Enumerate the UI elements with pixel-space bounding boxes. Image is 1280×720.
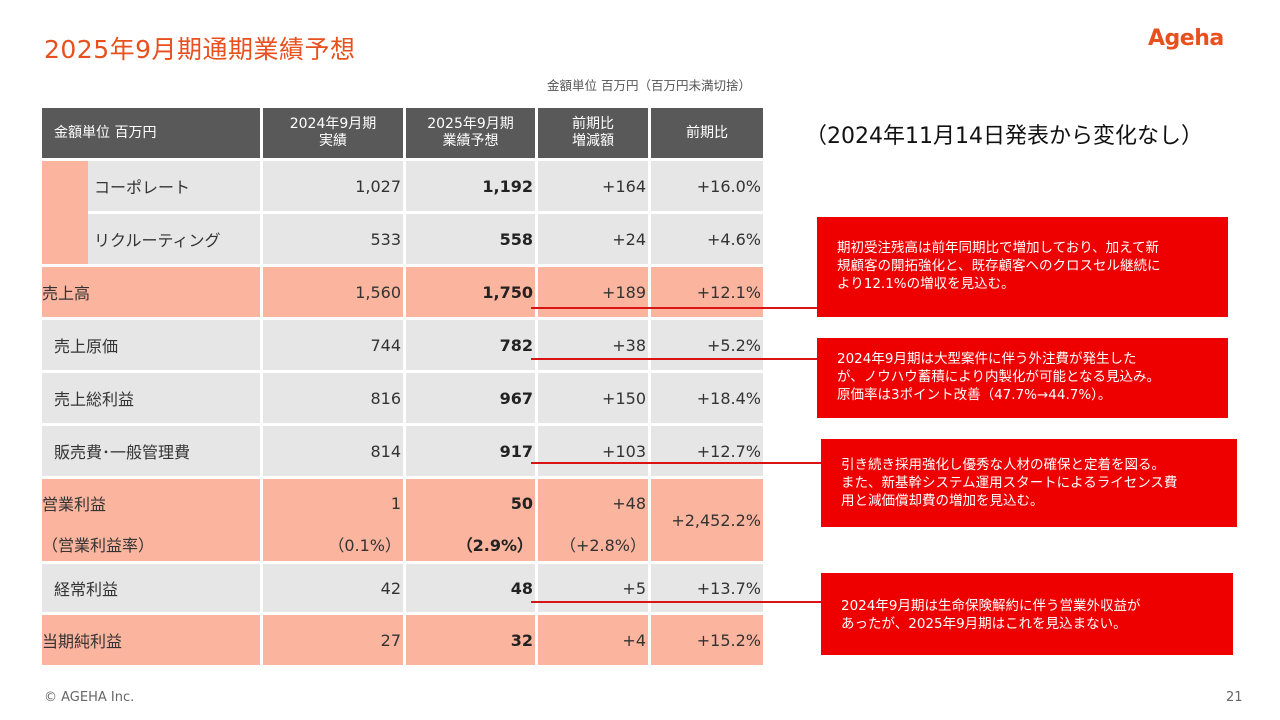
callout-line: あったが、2025年9月期はこれを見込まない。 (841, 616, 1127, 632)
cell-fy2025: 1,192 (406, 161, 535, 211)
callout-line: 引き続き採用強化し優秀な人材の確保と定着を図る。 (841, 457, 1165, 473)
row-label: 経常利益 (42, 564, 260, 612)
connector-line-cost (531, 358, 817, 360)
connector-line-sga (531, 462, 821, 464)
connector-line-sales (531, 307, 817, 309)
cell-diff: （+2.8%） (538, 527, 648, 561)
header-diff-line2: 増減額 (572, 133, 614, 149)
cell-diff: +4 (538, 615, 648, 665)
cell-fy2024: 744 (263, 320, 403, 370)
row-label: 売上高 (42, 267, 260, 317)
segment-stub (42, 161, 88, 264)
callout-line: 規顧客の開拓強化と、既存顧客へのクロスセル継続に (837, 258, 1161, 274)
cell-diff: +24 (538, 214, 648, 264)
cell-fy2024: 42 (263, 564, 403, 612)
footer-copyright: © AGEHA Inc. (44, 690, 135, 705)
header-fy2025-line1: 2025年9月期 (427, 116, 514, 132)
callout-line: 期初受注残高は前年同期比で増加しており、加えて新 (837, 240, 1159, 256)
callout-line: また、新基幹システム運用スタートによるライセンス費 (841, 475, 1178, 491)
cell-ratio: +4.6% (651, 214, 763, 264)
callout-line: 2024年9月期は大型案件に伴う外注費が発生した (837, 351, 1137, 367)
header-label: 金額単位 百万円 (42, 108, 260, 158)
cell-diff: +150 (538, 373, 648, 423)
cell-fy2024: 1,560 (263, 267, 403, 317)
header-fy2024-line1: 2024年9月期 (289, 116, 377, 132)
cell-fy2025: 50 (406, 479, 535, 527)
callout-line: より12.1%の増収を見込む。 (837, 276, 1015, 292)
cell-diff: +5 (538, 564, 648, 612)
company-logo: Ageha (1148, 26, 1224, 51)
row-label: 営業利益 (42, 479, 260, 527)
cell-diff: +48 (538, 479, 648, 527)
callout-line: 原価率は3ポイント改善（47.7%→44.7%）。 (837, 387, 1112, 403)
header-ratio: 前期比 (651, 108, 763, 158)
cell-fy2025: （2.9%） (406, 527, 535, 561)
unit-note: 金額単位 百万円（百万円未満切捨） (547, 78, 751, 93)
forecast-table: 金額単位 百万円 2024年9月期 実績 2025年9月期 業績予想 前期比 増減額 … (42, 108, 763, 665)
row-label: 当期純利益 (42, 615, 260, 665)
cell-ratio: +18.4% (651, 373, 763, 423)
cell-ratio: +13.7% (651, 564, 763, 612)
cell-ratio: +16.0% (651, 161, 763, 211)
header-fy2024: 2024年9月期 実績 (263, 108, 403, 158)
cell-diff: +38 (538, 320, 648, 370)
cell-fy2024: （0.1%） (263, 527, 403, 561)
callout-sales: 期初受注残高は前年同期比で増加しており、加えて新 規顧客の開拓強化と、既存顧客へ… (817, 217, 1228, 317)
page-title: 2025年9月期通期業績予想 (44, 35, 356, 64)
cell-fy2025: 1,750 (406, 267, 535, 317)
row-label: 売上原価 (42, 320, 260, 370)
header-diff-line1: 前期比 (572, 116, 614, 132)
header-fy2025: 2025年9月期 業績予想 (406, 108, 535, 158)
callout-sga: 引き続き採用強化し優秀な人材の確保と定着を図る。 また、新基幹システム運用スター… (821, 439, 1237, 527)
cell-fy2024: 27 (263, 615, 403, 665)
cell-ratio-merged: +2,452.2% (651, 479, 763, 561)
callout-line: 用と減価償却費の増加を見込む。 (841, 493, 1044, 509)
cell-ratio: +5.2% (651, 320, 763, 370)
header-diff: 前期比 増減額 (538, 108, 648, 158)
cell-fy2025: 782 (406, 320, 535, 370)
cell-fy2025: 558 (406, 214, 535, 264)
callout-line: が、ノウハウ蓄積により内製化が可能となる見込み。 (837, 369, 1161, 385)
row-label: 売上総利益 (42, 373, 260, 423)
cell-fy2025: 32 (406, 615, 535, 665)
cell-ratio: +15.2% (651, 615, 763, 665)
cell-fy2024: 533 (263, 214, 403, 264)
cell-fy2024: 816 (263, 373, 403, 423)
connector-line-ordinary (531, 601, 821, 603)
cell-diff: +164 (538, 161, 648, 211)
cell-fy2024: 1 (263, 479, 403, 527)
cell-fy2024: 1,027 (263, 161, 403, 211)
callout-line: 2024年9月期は生命保険解約に伴う営業外収益が (841, 598, 1141, 614)
cell-diff: +103 (538, 426, 648, 476)
cell-diff: +189 (538, 267, 648, 317)
callout-ordinary: 2024年9月期は生命保険解約に伴う営業外収益が あったが、2025年9月期はこ… (821, 573, 1233, 655)
no-change-note: （2024年11月14日発表から変化なし） (805, 124, 1203, 149)
cell-fy2024: 814 (263, 426, 403, 476)
cell-fy2025: 917 (406, 426, 535, 476)
header-fy2025-line2: 業績予想 (442, 133, 499, 149)
cell-fy2025: 48 (406, 564, 535, 612)
page-number: 21 (1226, 690, 1243, 705)
cell-fy2025: 967 (406, 373, 535, 423)
cell-ratio: +12.7% (651, 426, 763, 476)
header-fy2024-line2: 実績 (318, 133, 347, 149)
row-label: リクルーティング (88, 214, 260, 264)
cell-ratio: +12.1% (651, 267, 763, 317)
row-label: （営業利益率） (42, 527, 260, 561)
callout-cost: 2024年9月期は大型案件に伴う外注費が発生した が、ノウハウ蓄積により内製化が… (817, 338, 1228, 418)
row-label: コーポレート (88, 161, 260, 211)
row-label: 販売費･一般管理費 (42, 426, 260, 476)
